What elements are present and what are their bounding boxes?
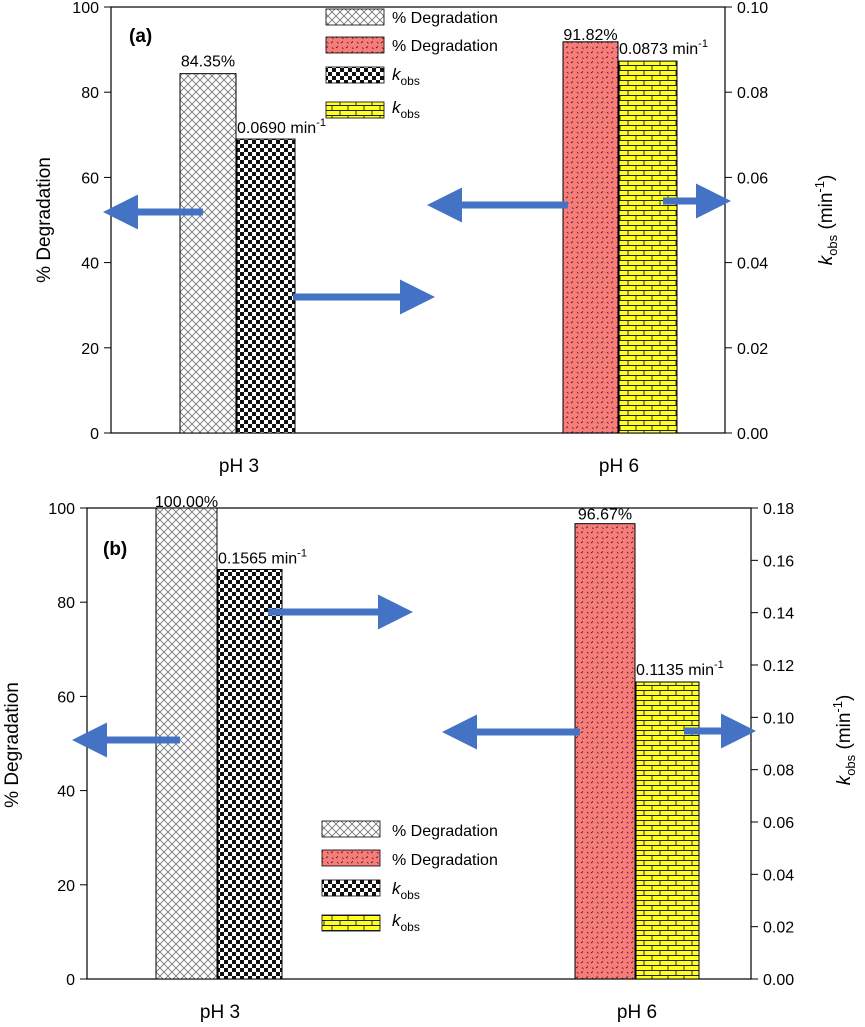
category-label-ph3: pH 3 bbox=[200, 1002, 240, 1023]
left-tick-label: 60 bbox=[57, 689, 75, 706]
y2-axis-title: kobs (min-1) bbox=[830, 695, 858, 786]
right-tick-label: 0.06 bbox=[737, 170, 768, 187]
bar-ph6-kobs bbox=[618, 60, 678, 434]
left-tick-label: 100 bbox=[72, 0, 99, 17]
legend-label-kobs: kobs bbox=[392, 911, 420, 934]
bar-ph3-kobs bbox=[217, 568, 283, 980]
right-tick-label: 0.02 bbox=[763, 920, 794, 937]
right-axis-ticks: 0.00 0.02 0.04 0.06 0.08 0.10 0.12 0.14 0.16 0.18 bbox=[751, 501, 794, 989]
legend: % Degradation % Degradation kobs kobs bbox=[325, 8, 498, 121]
legend-swatch-red bbox=[325, 36, 385, 54]
left-tick-label: 80 bbox=[57, 595, 75, 612]
category-label-ph6: pH 6 bbox=[617, 1002, 657, 1023]
panel-label: (a) bbox=[129, 26, 152, 47]
legend-swatch-crosshatch bbox=[321, 820, 381, 838]
right-tick-label: 0.08 bbox=[763, 763, 794, 780]
right-tick-label: 0.10 bbox=[737, 0, 768, 17]
left-tick-label: 40 bbox=[81, 256, 99, 273]
bar-ph6-degradation bbox=[562, 41, 619, 434]
panel-label: (b) bbox=[103, 539, 127, 560]
data-label-ph6-kobs: 0.0873 min-1 bbox=[619, 38, 708, 58]
legend-swatch-crosshatch bbox=[325, 8, 385, 26]
data-label-ph3-kobs: 0.1565 min-1 bbox=[218, 547, 307, 567]
right-axis-ticks: 0.00 0.02 0.04 0.06 0.08 0.10 bbox=[725, 0, 768, 443]
data-label-ph3-kobs: 0.0690 min-1 bbox=[237, 117, 326, 137]
right-tick-label: 0.04 bbox=[737, 256, 768, 273]
legend-swatch-checker bbox=[321, 879, 381, 897]
left-axis-ticks: 0 20 40 60 80 100 bbox=[72, 0, 111, 443]
right-tick-label: 0.10 bbox=[763, 710, 794, 727]
data-label-ph6-kobs: 0.1135 min-1 bbox=[636, 659, 724, 679]
legend-label-kobs: kobs bbox=[392, 98, 420, 121]
legend-label-degradation: % Degradation bbox=[392, 823, 498, 840]
data-label-ph6-degradation: 96.67% bbox=[578, 507, 632, 524]
right-tick-label: 0.04 bbox=[763, 867, 794, 884]
right-tick-label: 0.16 bbox=[763, 553, 794, 570]
y-axis-title: % Degradation bbox=[34, 157, 55, 283]
left-tick-label: 20 bbox=[81, 341, 99, 358]
bar-ph3-degradation bbox=[179, 73, 237, 434]
data-label-ph3-degradation: 100.00% bbox=[155, 494, 218, 511]
legend-label-degradation: % Degradation bbox=[392, 10, 498, 27]
bar-ph6-kobs bbox=[635, 681, 700, 980]
legend-swatch-brick bbox=[321, 914, 381, 932]
left-tick-label: 40 bbox=[57, 784, 75, 801]
category-label-ph3: pH 3 bbox=[219, 456, 259, 477]
left-tick-label: 0 bbox=[90, 426, 99, 443]
legend-swatch-brick bbox=[325, 101, 385, 119]
bar-ph6-degradation bbox=[574, 523, 636, 980]
legend-label-degradation: % Degradation bbox=[392, 852, 498, 869]
right-tick-label: 0.08 bbox=[737, 85, 768, 102]
left-tick-label: 20 bbox=[57, 878, 75, 895]
legend-swatch-checker bbox=[325, 66, 385, 84]
right-tick-label: 0.02 bbox=[737, 341, 768, 358]
legend-swatch-red bbox=[321, 849, 381, 867]
left-axis-ticks: 0 20 40 60 80 100 bbox=[48, 501, 87, 989]
y-axis-title: % Degradation bbox=[2, 682, 23, 808]
data-label-ph6-degradation: 91.82% bbox=[563, 27, 617, 44]
right-tick-label: 0.00 bbox=[763, 972, 794, 989]
left-tick-label: 100 bbox=[48, 501, 75, 518]
left-tick-label: 80 bbox=[81, 85, 99, 102]
left-tick-label: 0 bbox=[66, 972, 75, 989]
right-tick-label: 0.18 bbox=[763, 501, 794, 518]
right-tick-label: 0.06 bbox=[763, 815, 794, 832]
panel-a: (a) 0 20 40 60 80 100 0.00 0.02 0.04 0.06 0.08 0.1… bbox=[34, 0, 840, 477]
legend-label-kobs: kobs bbox=[392, 879, 420, 902]
left-tick-label: 60 bbox=[81, 170, 99, 187]
panel-b: (b) 0 20 40 60 80 100 0.00 0.02 0.04 0.06 0.08 0.1… bbox=[2, 494, 858, 1023]
right-tick-label: 0.14 bbox=[763, 606, 794, 623]
right-tick-label: 0.00 bbox=[737, 426, 768, 443]
legend: % Degradation % Degradation kobs kobs bbox=[321, 820, 498, 934]
bar-ph3-kobs bbox=[236, 138, 296, 434]
data-label-ph3-degradation: 84.35% bbox=[181, 54, 235, 71]
right-tick-label: 0.12 bbox=[763, 658, 794, 675]
category-label-ph6: pH 6 bbox=[599, 456, 639, 477]
y2-axis-title: kobs (min-1) bbox=[812, 175, 840, 266]
legend-label-kobs: kobs bbox=[392, 65, 420, 88]
legend-label-degradation: % Degradation bbox=[392, 38, 498, 55]
